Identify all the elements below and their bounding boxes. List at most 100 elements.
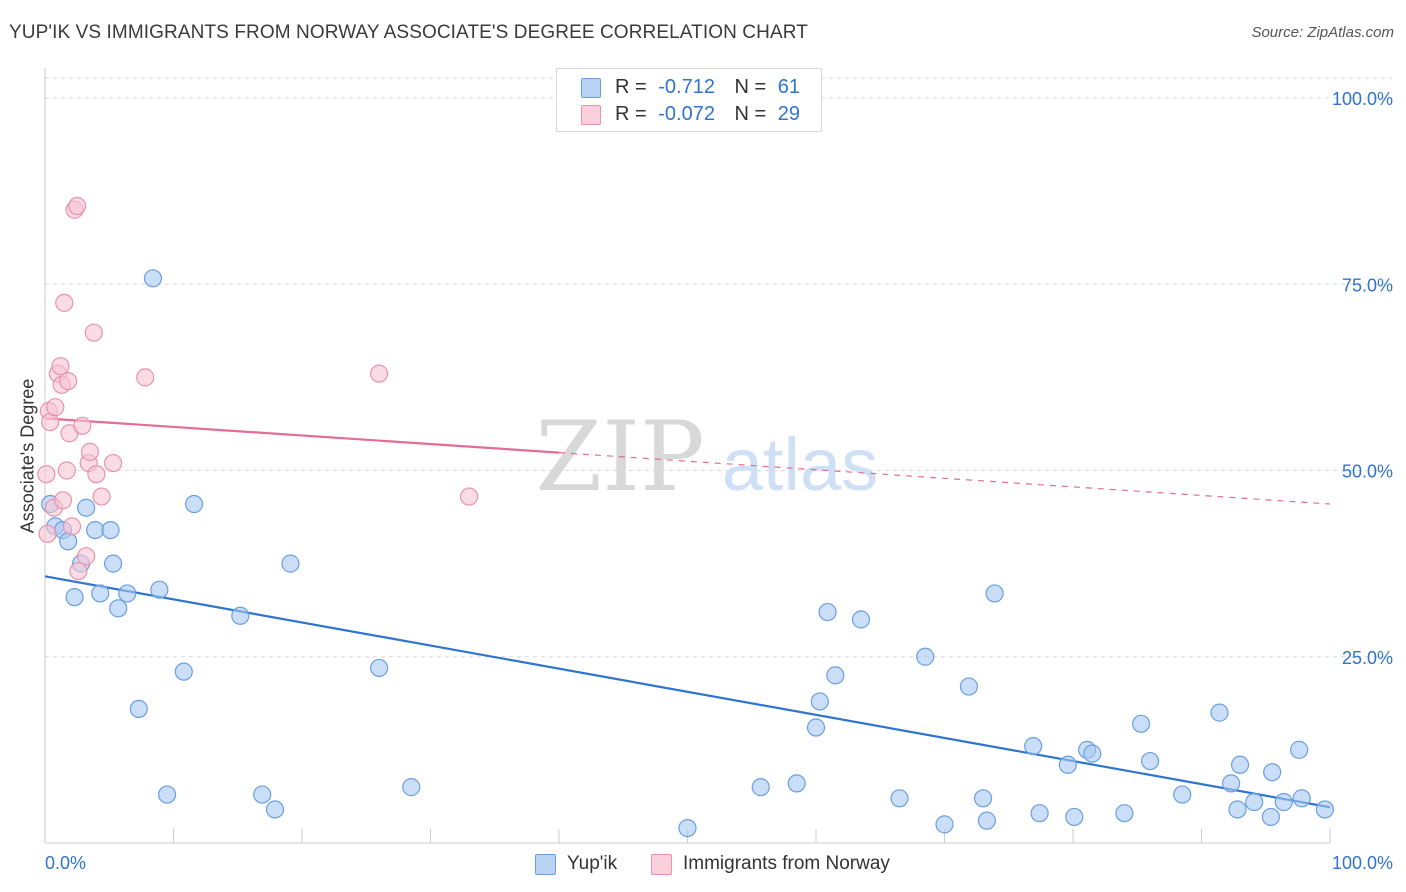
point-yupik (1315, 800, 1334, 819)
y-tick-label: 75.0% (1342, 275, 1393, 295)
point-yupik (265, 800, 285, 819)
correlation-legend: R = -0.712 N = 61 R = -0.072 N = 29 (556, 68, 822, 132)
point-yupik (916, 647, 935, 666)
point-yupik (59, 532, 78, 551)
point-norway (92, 487, 111, 506)
legend-swatch-norway (581, 105, 601, 125)
point-norway (136, 368, 155, 387)
point-norway (46, 398, 65, 417)
point-yupik (281, 554, 300, 573)
point-yupik (1030, 804, 1049, 823)
point-yupik (890, 789, 909, 808)
point-yupik (1274, 792, 1293, 812)
point-yupik (101, 520, 120, 540)
point-yupik (1058, 755, 1077, 774)
trend-line-norway (44, 417, 560, 454)
point-yupik (231, 606, 250, 625)
point-yupik (104, 554, 123, 573)
point-yupik (1263, 763, 1282, 782)
point-yupik (402, 778, 421, 797)
legend-r-value: -0.712 (658, 76, 715, 98)
chart-title: YUP'IK VS IMMIGRANTS FROM NORWAY ASSOCIA… (9, 22, 808, 43)
point-yupik (851, 610, 871, 629)
legend-n-value: 29 (777, 103, 801, 125)
point-yupik (109, 599, 128, 618)
source-credit: Source: ZipAtlas.com (1251, 24, 1394, 41)
point-norway (80, 442, 100, 461)
point-yupik (1292, 789, 1311, 808)
legend-r-value: -0.072 (658, 103, 715, 125)
point-yupik (977, 811, 997, 830)
y-tick-label: 50.0% (1342, 462, 1393, 482)
legend-text-yupik: R = -0.712 N = 61 (615, 74, 800, 100)
point-norway (370, 364, 389, 383)
point-norway (68, 196, 87, 216)
legend-label-norway: Immigrants from Norway (683, 853, 890, 874)
point-norway (53, 491, 73, 510)
point-yupik (150, 580, 169, 599)
point-yupik (157, 785, 177, 804)
point-yupik (1228, 800, 1247, 819)
point-norway (55, 293, 74, 312)
legend-r-label: R = (615, 103, 647, 125)
data-points (37, 196, 1334, 838)
point-yupik (1065, 807, 1084, 827)
point-yupik (129, 699, 148, 719)
point-norway (37, 465, 56, 484)
legend-swatch-norway (651, 854, 672, 875)
point-yupik (143, 269, 163, 288)
point-yupik (973, 789, 993, 808)
legend-swatch-yupik (581, 78, 601, 98)
legend-text-norway: R = -0.072 N = 29 (615, 101, 800, 127)
y-axis-label: Associate's Degree (17, 378, 38, 534)
legend-n-label: N = (734, 103, 767, 125)
point-yupik (174, 662, 193, 681)
point-norway (69, 561, 88, 581)
point-norway (77, 547, 96, 566)
point-yupik (1083, 744, 1102, 763)
point-norway (38, 524, 57, 543)
point-yupik (91, 584, 110, 603)
point-yupik (1221, 774, 1241, 793)
point-yupik (935, 815, 954, 834)
legend-swatch-yupik (535, 854, 556, 875)
point-norway (51, 357, 70, 376)
point-yupik (810, 692, 829, 711)
legend-n-value: 61 (777, 76, 801, 98)
series-legend: Yup'ik Immigrants from Norway (0, 852, 1406, 878)
x-tick-label: 100.0% (1332, 853, 1393, 873)
point-yupik (118, 584, 137, 603)
x-tick-label: 0.0% (45, 853, 86, 873)
point-yupik (787, 774, 806, 793)
point-yupik (959, 677, 979, 696)
point-norway (57, 461, 76, 480)
legend-n-label: N = (734, 76, 767, 98)
watermark: ZIP atlas (535, 401, 878, 513)
point-yupik (678, 818, 697, 838)
trend-line-extension-norway (558, 452, 1331, 505)
point-norway (59, 372, 78, 391)
point-yupik (1261, 807, 1280, 827)
grid-lines (45, 77, 1392, 658)
y-tick-label: 100.0% (1332, 89, 1393, 109)
point-yupik (826, 666, 845, 685)
point-norway (73, 416, 92, 435)
axes (44, 68, 1331, 844)
y-tick-label: 25.0% (1342, 648, 1393, 668)
point-yupik (1290, 740, 1309, 759)
point-yupik (1230, 755, 1250, 774)
trend-line-yupik (44, 575, 1331, 809)
point-yupik (1140, 751, 1160, 771)
legend-r-label: R = (615, 76, 647, 98)
trend-lines (44, 417, 1331, 809)
point-norway (84, 323, 103, 342)
point-yupik (253, 785, 272, 804)
watermark-atlas: atlas (722, 423, 878, 506)
point-yupik (1024, 737, 1043, 756)
point-yupik (1173, 785, 1192, 804)
point-yupik (65, 588, 84, 607)
point-yupik (1115, 804, 1134, 823)
point-norway (104, 453, 123, 473)
point-norway (62, 517, 82, 536)
